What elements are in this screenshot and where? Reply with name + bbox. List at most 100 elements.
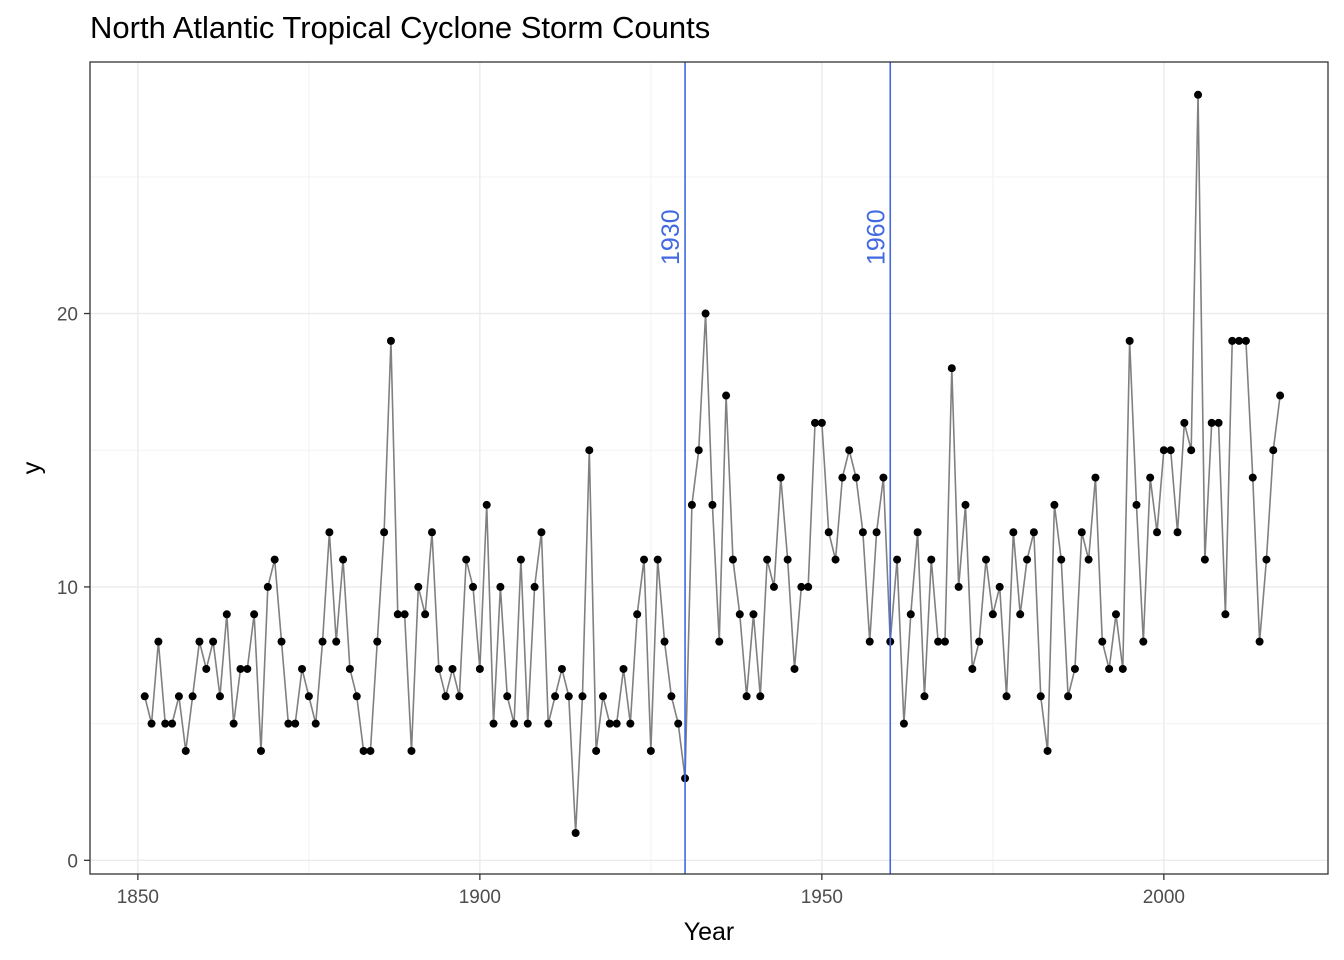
data-point (858, 528, 867, 537)
data-point (1098, 637, 1107, 646)
data-point (1111, 610, 1120, 619)
data-point (161, 719, 170, 728)
data-point (660, 637, 669, 646)
data-point (469, 582, 478, 591)
data-point (188, 692, 197, 701)
data-point (489, 719, 498, 728)
data-point (988, 610, 997, 619)
data-point (332, 637, 341, 646)
data-point (797, 582, 806, 591)
data-point (373, 637, 382, 646)
data-point (1166, 446, 1175, 455)
data-point (995, 582, 1004, 591)
data-point (776, 473, 785, 482)
data-point (783, 555, 792, 564)
data-point (1077, 528, 1086, 537)
data-point (1200, 555, 1209, 564)
data-point (1036, 692, 1045, 701)
data-point (209, 637, 218, 646)
data-point (1248, 473, 1257, 482)
plot-panel (90, 62, 1328, 874)
data-point (831, 555, 840, 564)
data-point (674, 719, 683, 728)
data-point (571, 828, 580, 837)
data-point (229, 719, 238, 728)
data-point (1064, 692, 1073, 701)
data-point (852, 473, 861, 482)
data-point (1016, 610, 1025, 619)
data-point (817, 418, 826, 427)
y-tick-label: 0 (67, 851, 78, 872)
data-point (927, 555, 936, 564)
data-point (1029, 528, 1038, 537)
data-point (400, 610, 409, 619)
data-point (181, 746, 190, 755)
data-point (687, 500, 696, 509)
data-point (1173, 528, 1182, 537)
data-point (140, 692, 149, 701)
data-point (393, 610, 402, 619)
data-point (414, 582, 423, 591)
data-point (154, 637, 163, 646)
data-point (291, 719, 300, 728)
data-point (270, 555, 279, 564)
data-point (325, 528, 334, 537)
data-point (441, 692, 450, 701)
grid-major (90, 62, 1328, 874)
data-point (592, 746, 601, 755)
data-point (769, 582, 778, 591)
data-point (1091, 473, 1100, 482)
data-point (872, 528, 881, 537)
data-point (339, 555, 348, 564)
data-point (298, 664, 307, 673)
data-point (380, 528, 389, 537)
data-point (482, 500, 491, 509)
data-point (359, 746, 368, 755)
plot-border (89, 61, 1329, 875)
data-point (865, 637, 874, 646)
data-point (653, 555, 662, 564)
data-point (236, 664, 245, 673)
data-point (612, 719, 621, 728)
data-point (537, 528, 546, 537)
chart-title: North Atlantic Tropical Cyclone Storm Co… (90, 10, 711, 45)
data-point (701, 309, 710, 318)
data-point (564, 692, 573, 701)
data-point (708, 500, 717, 509)
data-point (503, 692, 512, 701)
data-point (318, 637, 327, 646)
data-point (728, 555, 737, 564)
data-point (263, 582, 272, 591)
data-point (427, 528, 436, 537)
data-point (366, 746, 375, 755)
x-axis-title: Year (684, 918, 735, 946)
data-point (434, 664, 443, 673)
points-layer (140, 90, 1285, 837)
data-point (1043, 746, 1052, 755)
data-point (790, 664, 799, 673)
data-point (195, 637, 204, 646)
data-point (1207, 418, 1216, 427)
data-point (455, 692, 464, 701)
data-point (640, 555, 649, 564)
y-tick-label: 10 (57, 578, 78, 599)
data-point (544, 719, 553, 728)
data-point (906, 610, 915, 619)
data-point (168, 719, 177, 728)
data-point (1159, 446, 1168, 455)
data-point (496, 582, 505, 591)
data-point (982, 555, 991, 564)
data-point (845, 446, 854, 455)
data-point (345, 664, 354, 673)
data-point (694, 446, 703, 455)
x-tick-label: 1850 (117, 887, 159, 908)
data-point (1187, 446, 1196, 455)
data-point (585, 446, 594, 455)
data-point (879, 473, 888, 482)
data-point (1023, 555, 1032, 564)
x-tick-label: 1900 (459, 887, 501, 908)
data-point (1070, 664, 1079, 673)
data-point (804, 582, 813, 591)
data-point (1125, 336, 1134, 345)
